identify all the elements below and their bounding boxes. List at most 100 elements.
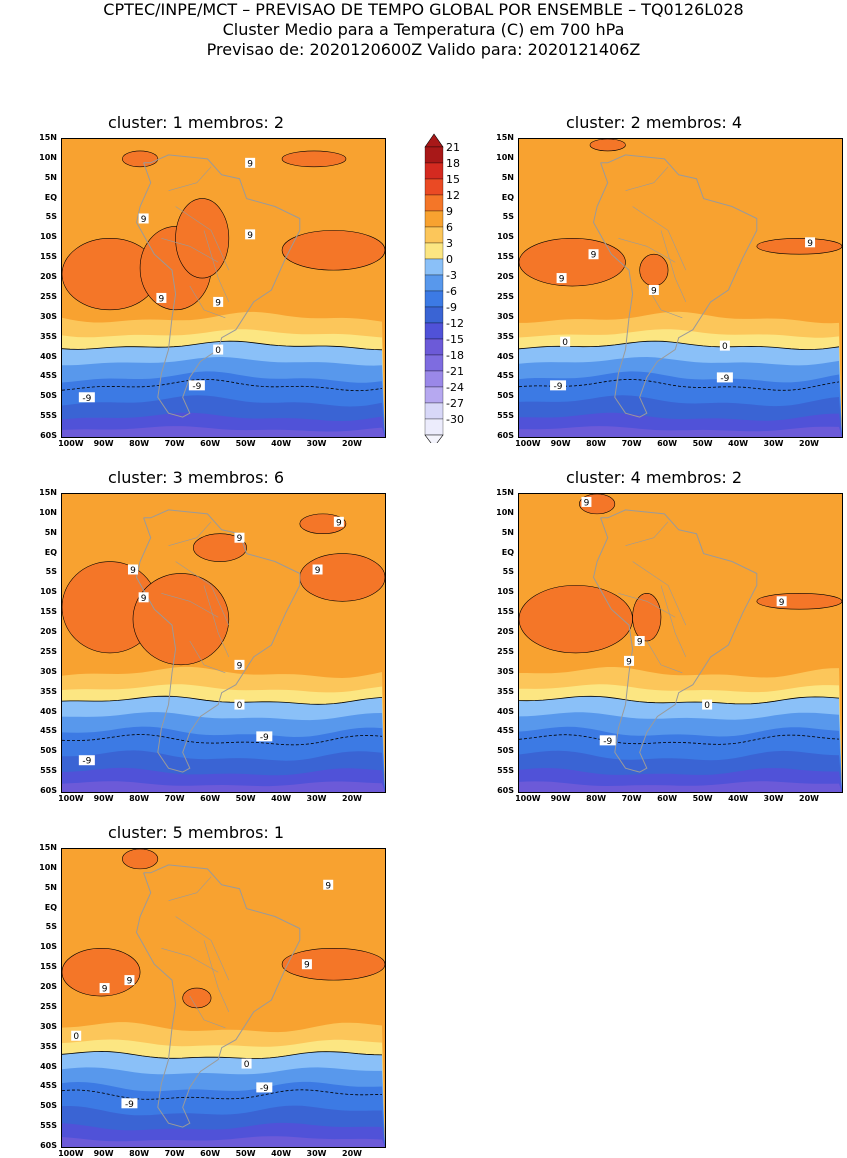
svg-text:9: 9 <box>637 638 643 648</box>
contour-label: 0 <box>719 340 730 352</box>
lat-tick-label: 35S <box>497 331 514 341</box>
contour-label: 0 <box>560 336 571 348</box>
lon-tick-label: 90W <box>550 439 571 448</box>
contour-label: 9 <box>245 229 256 241</box>
colorbar-label: -27 <box>446 397 464 410</box>
lat-tick-label: 35S <box>40 1041 57 1051</box>
svg-text:9: 9 <box>141 594 147 604</box>
contour-label: -9 <box>78 392 95 404</box>
contour-label: 9 <box>776 596 787 608</box>
svg-text:9: 9 <box>102 985 108 995</box>
contour-label: 9 <box>312 564 323 576</box>
lon-tick-label: 90W <box>93 439 114 448</box>
lon-tick-label: 100W <box>58 794 84 803</box>
lon-tick-label: 90W <box>93 794 114 803</box>
lon-tick-label: 100W <box>515 794 541 803</box>
panel-title-3: cluster: 3 membros: 6 <box>108 468 285 487</box>
svg-text:-9: -9 <box>82 757 91 767</box>
contour-label: 9 <box>648 284 659 296</box>
lat-tick-label: 10S <box>40 587 57 597</box>
colorbar-label: -24 <box>446 381 464 394</box>
lat-tick-label: 10N <box>39 507 57 517</box>
lon-tick-label: 30W <box>763 439 784 448</box>
lat-tick-label: 15N <box>496 488 514 497</box>
contour-label: 9 <box>581 496 592 508</box>
svg-text:9: 9 <box>325 881 331 891</box>
lon-tick-label: 30W <box>306 439 327 448</box>
lat-tick-label: 5S <box>502 212 514 222</box>
temperature-map-5: 9 9 9 9 0 0 -9 -9 <box>61 848 386 1148</box>
lat-tick-label: 5N <box>44 527 57 537</box>
lat-tick-label: 15N <box>496 133 514 142</box>
contour-label: 9 <box>138 213 149 225</box>
contour-label: 9 <box>301 959 312 971</box>
colorbar-label: 21 <box>446 141 460 154</box>
contour-label: -9 <box>78 755 95 767</box>
lon-tick-label: 80W <box>129 439 150 448</box>
contour-label: 9 <box>156 292 167 304</box>
colorbar-label: 3 <box>446 237 453 250</box>
colorbar-label: -9 <box>446 301 457 314</box>
lon-tick-label: 40W <box>271 1149 292 1158</box>
lat-tick-label: 30S <box>497 311 514 321</box>
contour-label: 9 <box>556 273 567 285</box>
lat-tick-label: 40S <box>40 706 57 716</box>
svg-text:0: 0 <box>704 701 710 711</box>
lon-tick-label: 60W <box>200 794 221 803</box>
lat-tick-label: 60S <box>40 786 57 795</box>
svg-text:9: 9 <box>626 657 632 667</box>
lat-tick-label: 60S <box>40 1141 57 1150</box>
contour-label: 9 <box>99 983 110 995</box>
panel-title-5: cluster: 5 membros: 1 <box>108 823 285 842</box>
contour-label: 9 <box>805 237 816 249</box>
lon-tick-label: 100W <box>58 439 84 448</box>
header-line-1: CPTEC/INPE/MCT – PREVISAO DE TEMPO GLOBA… <box>103 0 744 19</box>
svg-text:9: 9 <box>247 231 253 241</box>
lat-tick-label: 55S <box>40 411 57 421</box>
lat-tick-label: 45S <box>497 726 514 736</box>
lon-tick-label: 80W <box>586 439 607 448</box>
svg-text:9: 9 <box>336 518 342 528</box>
lat-tick-label: 20S <box>40 982 57 992</box>
lat-tick-label: 15N <box>39 488 57 497</box>
svg-text:9: 9 <box>807 239 813 249</box>
svg-text:-9: -9 <box>720 374 729 384</box>
svg-text:-9: -9 <box>192 382 201 392</box>
lon-tick-label: 80W <box>586 794 607 803</box>
lat-tick-label: 45S <box>40 371 57 381</box>
lat-tick-label: 5S <box>45 212 57 222</box>
lon-tick-label: 50W <box>235 794 256 803</box>
contour-label: 9 <box>213 296 224 308</box>
lon-tick-label: 20W <box>799 439 820 448</box>
lat-tick-label: 30S <box>497 666 514 676</box>
lon-tick-label: 60W <box>200 439 221 448</box>
lon-tick-label: 20W <box>799 794 820 803</box>
panel-title-1: cluster: 1 membros: 2 <box>108 113 285 132</box>
svg-text:0: 0 <box>722 342 728 352</box>
contour-label: 9 <box>234 532 245 544</box>
lat-tick-label: 5N <box>501 172 514 182</box>
lat-tick-label: 50S <box>497 746 514 756</box>
contour-label: -9 <box>550 380 567 392</box>
temperature-map-4: 9 9 9 9 0 -9 <box>518 493 843 793</box>
svg-text:-9: -9 <box>260 733 269 743</box>
lat-tick-label: 30S <box>40 311 57 321</box>
contour-label: 9 <box>634 636 645 648</box>
svg-text:0: 0 <box>237 701 243 711</box>
lat-tick-label: 5N <box>44 172 57 182</box>
contour-label: 9 <box>127 564 138 576</box>
svg-text:9: 9 <box>591 251 597 261</box>
svg-text:-9: -9 <box>260 1084 269 1094</box>
lon-tick-label: 60W <box>657 794 678 803</box>
header-line-3: Previsao de: 2020120600Z Valido para: 20… <box>206 40 641 59</box>
svg-text:-9: -9 <box>125 1100 134 1110</box>
lon-tick-label: 30W <box>306 794 327 803</box>
lat-tick-label: 35S <box>40 331 57 341</box>
lat-tick-label: 5N <box>501 527 514 537</box>
lat-tick-label: 5S <box>45 922 57 932</box>
lat-tick-label: 55S <box>40 1121 57 1131</box>
lon-tick-label: 40W <box>271 439 292 448</box>
contour-label: -9 <box>599 735 616 747</box>
colorbar-label: -15 <box>446 333 464 346</box>
svg-text:9: 9 <box>159 294 165 304</box>
